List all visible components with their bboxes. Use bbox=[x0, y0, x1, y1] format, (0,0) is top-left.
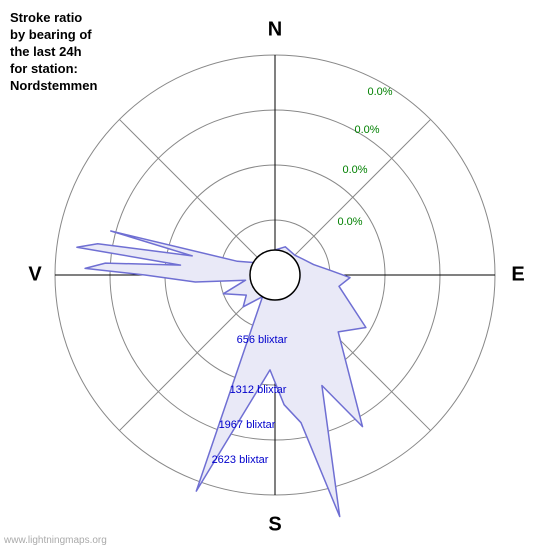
ring-label-south: 1312 blixtar bbox=[230, 384, 287, 396]
ring-label-south: 656 blixtar bbox=[237, 334, 288, 346]
cardinal-s: S bbox=[268, 514, 281, 537]
ring-label-north: 0.0% bbox=[337, 216, 362, 228]
cardinal-v: V bbox=[28, 264, 41, 287]
ring-label-north: 0.0% bbox=[367, 86, 392, 98]
polar-chart bbox=[0, 0, 550, 550]
ring-label-north: 0.0% bbox=[342, 164, 367, 176]
ring-label-south: 2623 blixtar bbox=[212, 454, 269, 466]
ring-label-north: 0.0% bbox=[354, 124, 379, 136]
cardinal-n: N bbox=[268, 19, 282, 42]
ring-label-south: 1967 blixtar bbox=[219, 419, 276, 431]
attribution: www.lightningmaps.org bbox=[4, 535, 107, 546]
cardinal-e: E bbox=[511, 264, 524, 287]
